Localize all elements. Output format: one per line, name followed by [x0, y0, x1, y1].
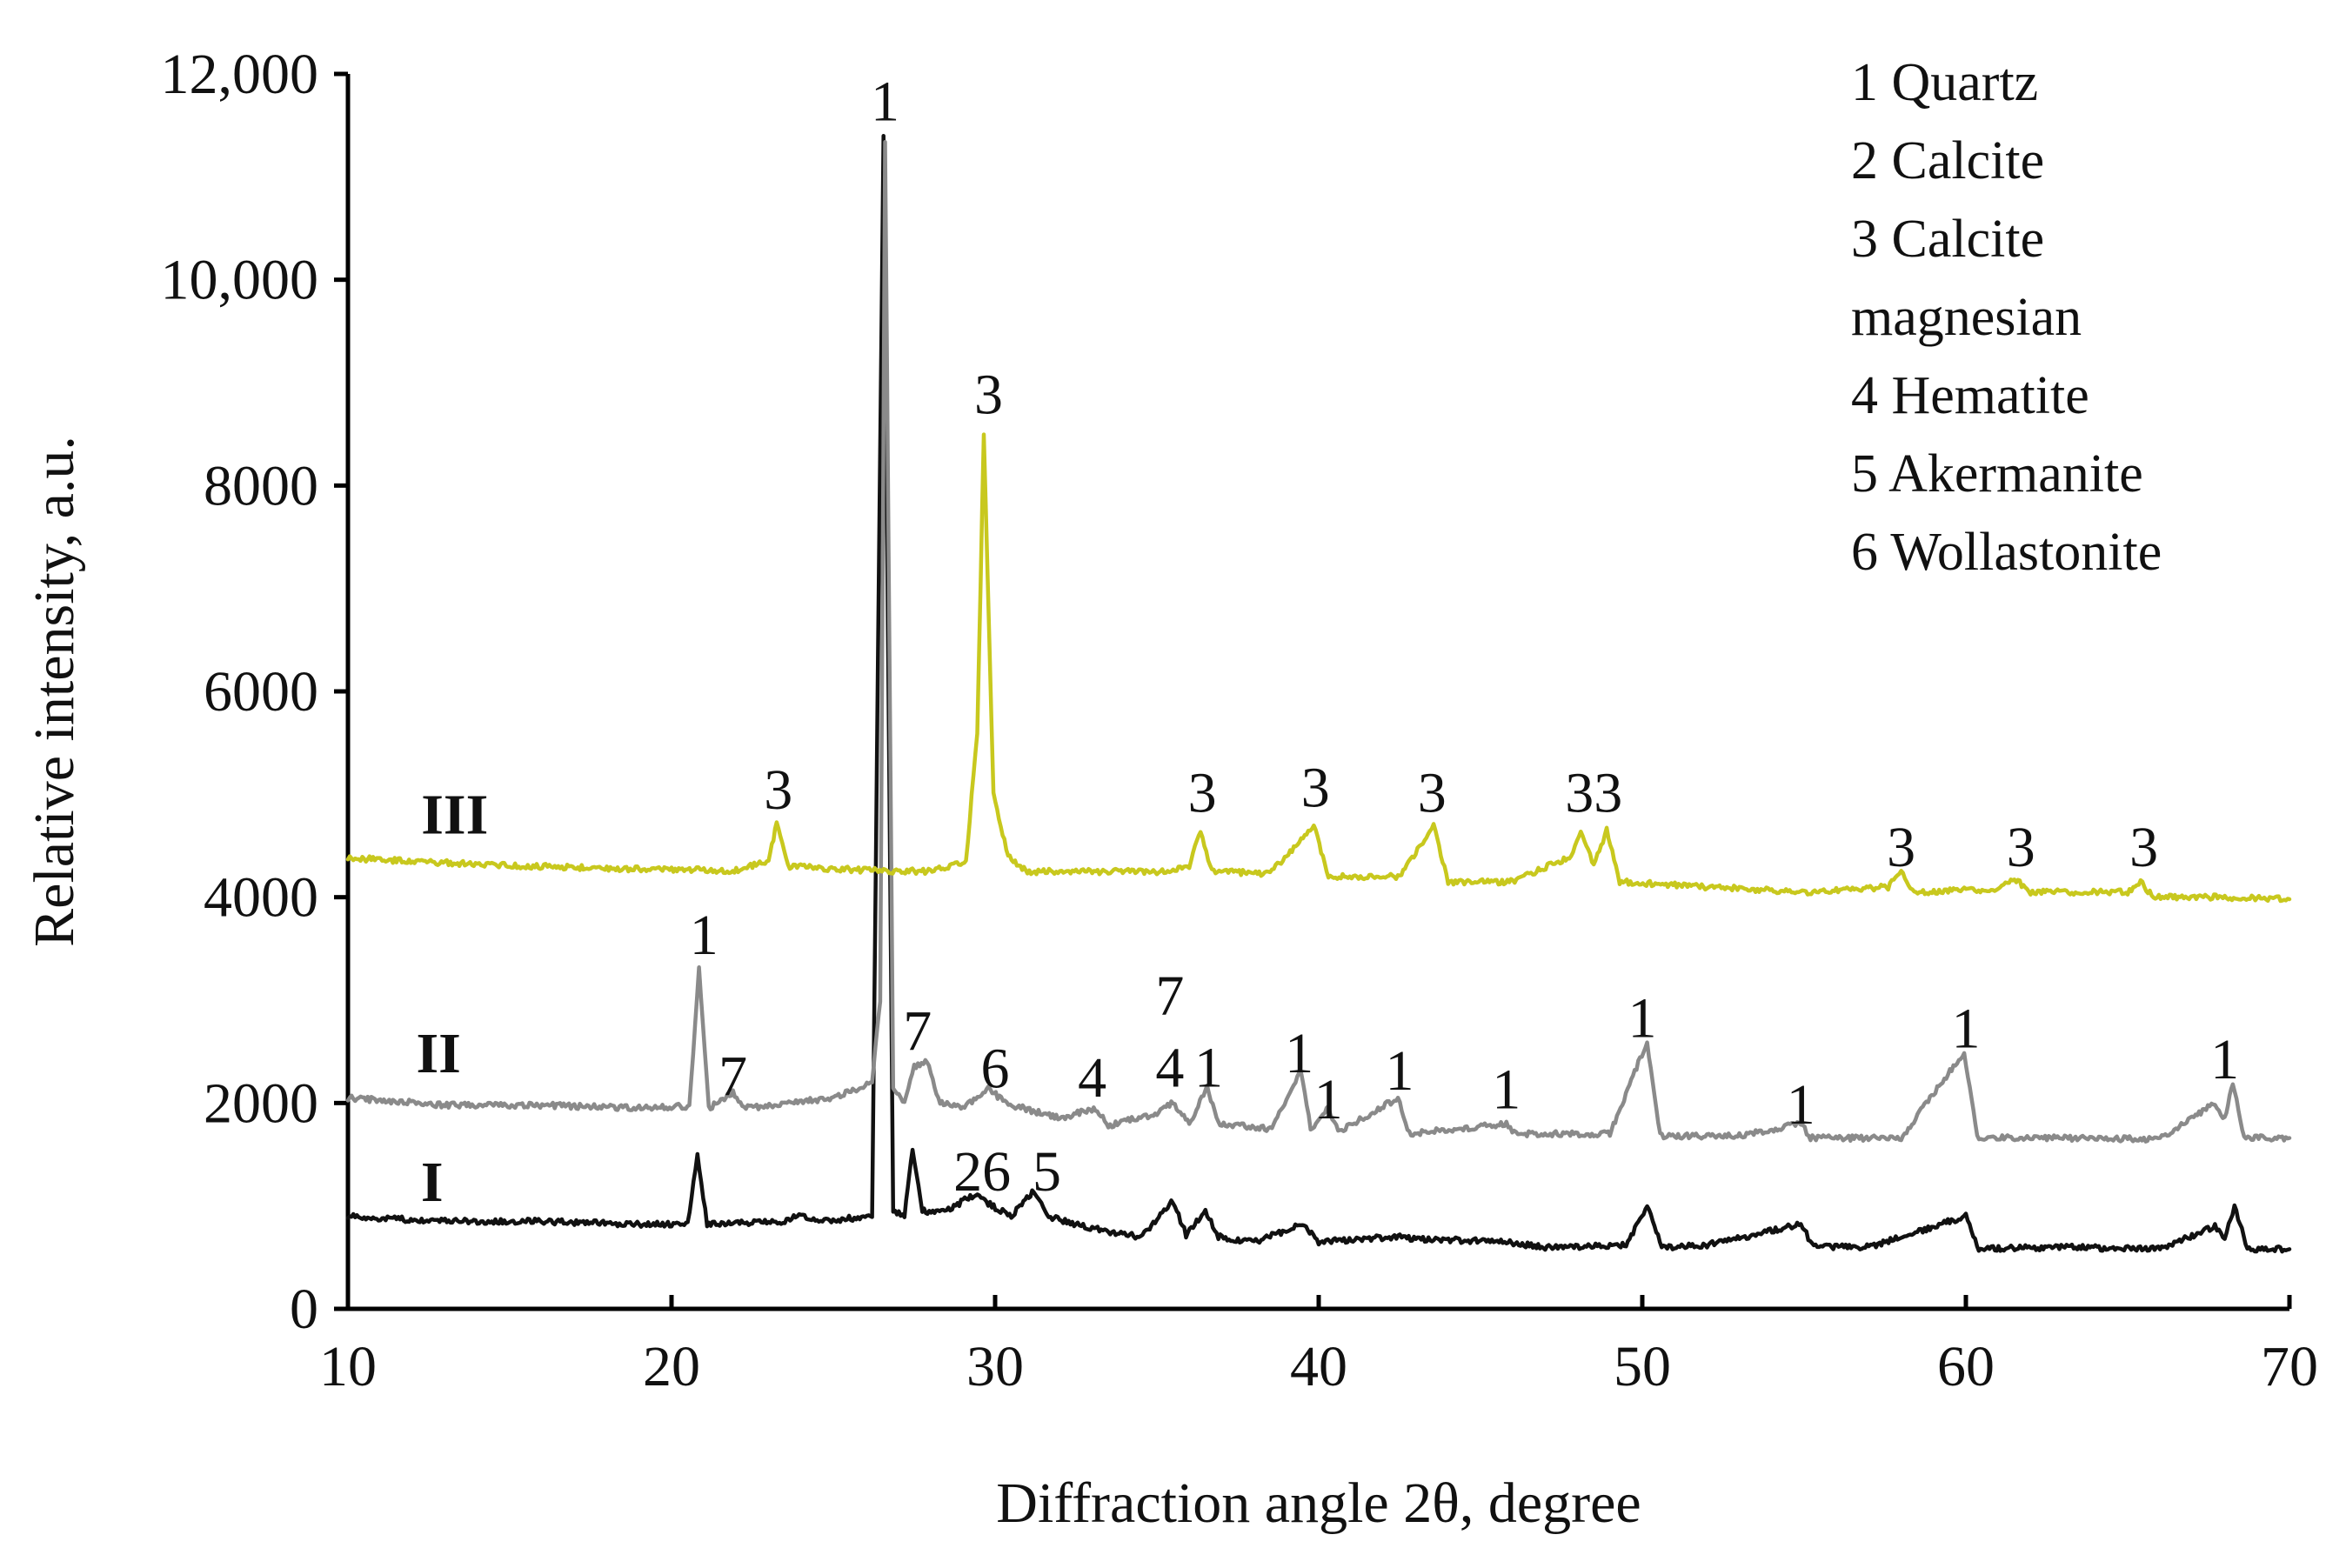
- peak-label: 7: [1155, 964, 1184, 1028]
- series-label-iii: III: [421, 783, 488, 846]
- series-ii-line: [345, 139, 2292, 1144]
- legend-entry: 3 Calcite: [1851, 210, 2044, 269]
- peak-label: 4: [1155, 1036, 1184, 1099]
- x-tick-label-60: 60: [1937, 1335, 1995, 1398]
- peak-label: 4: [1078, 1046, 1106, 1110]
- x-tick-label-20: 20: [643, 1335, 700, 1398]
- y-tick-label-8000: 8000: [204, 454, 318, 517]
- axes-layer: 10 20 30 40 50 60 70 0 2000 4000 6000 8000 10,000 12,…: [23, 43, 2318, 1535]
- legend-entry: 5 Akermanite: [1851, 444, 2143, 504]
- peak-label: 1: [1314, 1068, 1343, 1131]
- y-tick-label-10,000: 10,000: [161, 249, 319, 312]
- y-tick-label-4000: 4000: [204, 866, 318, 930]
- peak-label: 1: [871, 70, 899, 133]
- legend-entry: 2 Calcite: [1851, 131, 2044, 190]
- y-tick-label-2000: 2000: [204, 1071, 318, 1135]
- peak-label: 3: [1188, 761, 1217, 824]
- peak-label: 6: [981, 1038, 1010, 1101]
- peak-label: 5: [1033, 1140, 1061, 1204]
- peak-label: 3: [2007, 816, 2035, 879]
- peak-label: 3: [1418, 761, 1447, 824]
- legend: 1 Quartz 2 Calcite 3 Calcite magnesian 4 Hem…: [1851, 53, 2162, 582]
- peak-label: 1: [1386, 1039, 1414, 1103]
- legend-entry: 6 Wollastonite: [1851, 523, 2162, 582]
- series-layer: [345, 133, 2292, 1254]
- y-tick-label-12,000: 12,000: [161, 43, 319, 106]
- x-axis-title: Diffraction angle 2θ, degree: [996, 1471, 1641, 1535]
- x-tick-label-40: 40: [1290, 1335, 1347, 1398]
- peak-label: 1: [1628, 987, 1657, 1051]
- y-tick-label-0: 0: [290, 1278, 318, 1341]
- x-tick-label-30: 30: [966, 1335, 1024, 1398]
- peak-label: 1: [1194, 1036, 1223, 1099]
- legend-entry: 4 Hematite: [1851, 366, 2089, 425]
- peak-label: 26: [953, 1140, 1011, 1204]
- peak-label: 7: [903, 999, 932, 1063]
- series-i-line: [345, 133, 2292, 1254]
- legend-entry: magnesian: [1851, 288, 2082, 347]
- x-tick-label-10: 10: [319, 1335, 377, 1398]
- peak-label: 1: [2210, 1028, 2239, 1091]
- peak-label: 1: [1787, 1073, 1815, 1137]
- peak-label: 1: [1492, 1058, 1521, 1121]
- series-iii-line: [345, 432, 2292, 904]
- peak-label: 1: [1952, 997, 1981, 1060]
- peak-label: 3: [1301, 757, 1330, 820]
- peak-label: 3: [764, 758, 792, 822]
- series-label-ii: II: [416, 1022, 460, 1085]
- peak-label: 1: [690, 904, 719, 967]
- legend-entry: 1 Quartz: [1851, 53, 2038, 112]
- peak-label: 1: [1285, 1022, 1313, 1085]
- y-tick-label-6000: 6000: [204, 660, 318, 724]
- peak-label: 33: [1565, 761, 1622, 824]
- peak-label: 7: [719, 1044, 747, 1108]
- x-tick-label-50: 50: [1614, 1335, 1671, 1398]
- peak-label: 3: [974, 364, 1003, 427]
- y-axis-title: Relative intensity, a.u.: [23, 436, 86, 947]
- x-tick-label-70: 70: [2261, 1335, 2318, 1398]
- peak-label: 3: [1887, 816, 1915, 879]
- peak-label: 3: [2129, 816, 2158, 879]
- series-label-i: I: [421, 1151, 444, 1214]
